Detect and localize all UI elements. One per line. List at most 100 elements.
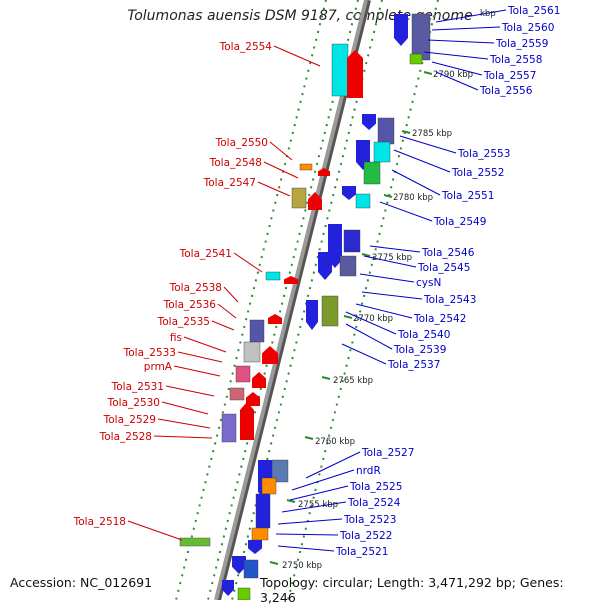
label-leader	[369, 245, 421, 253]
gene-label-forward: Tola_2551	[441, 190, 494, 202]
gene-label-forward: Tola_2558	[489, 54, 542, 66]
scale-label-partial: kbp	[480, 9, 496, 19]
scale-label: 2785 kbp	[412, 129, 452, 139]
gene-label-forward: Tola_2552	[451, 167, 504, 179]
label-leader	[173, 365, 221, 377]
scale-tick	[321, 376, 331, 380]
scale-tick	[269, 561, 279, 565]
scale-tick	[401, 130, 411, 134]
gene-box	[409, 53, 423, 65]
gene-arrow-reverse	[347, 50, 363, 98]
label-leader	[211, 320, 235, 331]
gene-label-reverse: Tola_2530	[107, 397, 160, 409]
backbone	[214, 0, 368, 600]
gene-label-forward: nrdR	[356, 465, 381, 477]
label-leader	[127, 520, 183, 541]
label-leader	[273, 45, 321, 67]
gene-box	[331, 43, 349, 97]
gene-label-forward: Tola_2525	[349, 481, 402, 493]
gene-label-reverse: fis	[170, 332, 182, 344]
label-leader	[355, 303, 413, 319]
label-leader	[289, 485, 349, 501]
label-leader	[393, 149, 451, 173]
label-leader	[269, 141, 293, 161]
label-leaders	[127, 9, 507, 552]
gene-arrow-forward	[342, 186, 356, 200]
gene-box	[377, 117, 395, 145]
gene-label-forward: Tola_2546	[421, 247, 475, 259]
label-leader	[281, 501, 347, 513]
gene-label-forward: Tola_2557	[483, 70, 536, 82]
gene-label-reverse: Tola_2554	[219, 41, 273, 53]
gene-arrow-reverse	[308, 192, 322, 210]
gene-label-forward: cysN	[416, 277, 441, 289]
gene-arrow-reverse	[318, 168, 330, 176]
gene-label-reverse: Tola_2518	[73, 516, 126, 528]
gene-label-reverse: Tola_2531	[111, 381, 164, 393]
label-leader	[275, 533, 339, 536]
scale-label: 2780 kbp	[393, 193, 433, 203]
gene-label-reverse: Tola_2538	[169, 282, 222, 294]
gene-label-forward: Tola_2553	[457, 148, 510, 160]
gene-box	[221, 413, 237, 443]
gene-label-forward: Tola_2539	[393, 344, 446, 356]
label-leader	[217, 303, 237, 319]
gene-box	[291, 187, 307, 209]
gene-box	[363, 161, 381, 185]
gene-arrow-forward	[248, 540, 262, 554]
gene-label-reverse: Tola_2528	[99, 431, 152, 443]
label-leader	[427, 39, 495, 44]
scale-label: 2765 kbp	[333, 376, 373, 386]
gene-label-forward: Tola_2559	[495, 38, 548, 50]
gene-arrow-forward	[222, 580, 234, 596]
label-leader	[423, 51, 489, 60]
label-leader	[361, 291, 423, 300]
gene-box	[243, 341, 261, 363]
gene-arrow-reverse	[252, 372, 266, 388]
gene-arrow-reverse	[246, 392, 260, 406]
label-leader	[379, 201, 433, 222]
label-leader	[359, 273, 415, 283]
gene-box	[235, 365, 251, 383]
gene-box	[237, 587, 251, 600]
scale-tick	[304, 436, 314, 440]
gene-arrow-reverse	[262, 346, 278, 364]
gene-label-reverse: Tola_2536	[163, 299, 217, 311]
scale-label: 2770 kbp	[353, 314, 393, 324]
label-leader	[345, 323, 393, 350]
gene-label-forward: Tola_2561	[507, 5, 560, 17]
gene-label-forward: Tola_2543	[423, 294, 476, 306]
gene-box	[229, 387, 245, 401]
scale-label: 2750 kbp	[282, 561, 322, 571]
label-leader	[435, 9, 507, 23]
gene-box	[265, 271, 281, 281]
gene-arrow-reverse	[240, 402, 254, 440]
label-leader	[291, 469, 355, 491]
gene-arrow-reverse	[268, 314, 282, 324]
scale-label: 2760 kbp	[315, 437, 355, 447]
label-leader	[161, 401, 209, 415]
scale-tick	[361, 253, 371, 257]
gene-label-forward: Tola_2522	[339, 530, 392, 542]
gene-box	[179, 537, 211, 547]
gene-label-forward: Tola_2537	[387, 359, 440, 371]
gene-label-forward: Tola_2549	[433, 216, 486, 228]
gene-box	[255, 493, 271, 529]
gene-label-forward: Tola_2523	[343, 514, 396, 526]
topology-text: Topology: circular; Length: 3,471,292 bp…	[260, 575, 564, 605]
gene-arrow-forward	[232, 556, 246, 574]
gene-box	[355, 193, 371, 209]
label-leader	[305, 451, 361, 479]
gene-arrow-forward	[394, 14, 408, 46]
label-leader	[399, 135, 457, 154]
label-leader	[277, 518, 343, 525]
label-leader	[177, 351, 223, 363]
label-leader	[363, 255, 417, 268]
gene-label-forward: Tola_2560	[501, 22, 554, 34]
label-leader	[165, 385, 215, 397]
gene-box	[249, 319, 265, 343]
gene-arrow-reverse	[284, 276, 298, 284]
label-leader	[435, 71, 479, 91]
gene-label-reverse: Tola_2548	[209, 157, 262, 169]
